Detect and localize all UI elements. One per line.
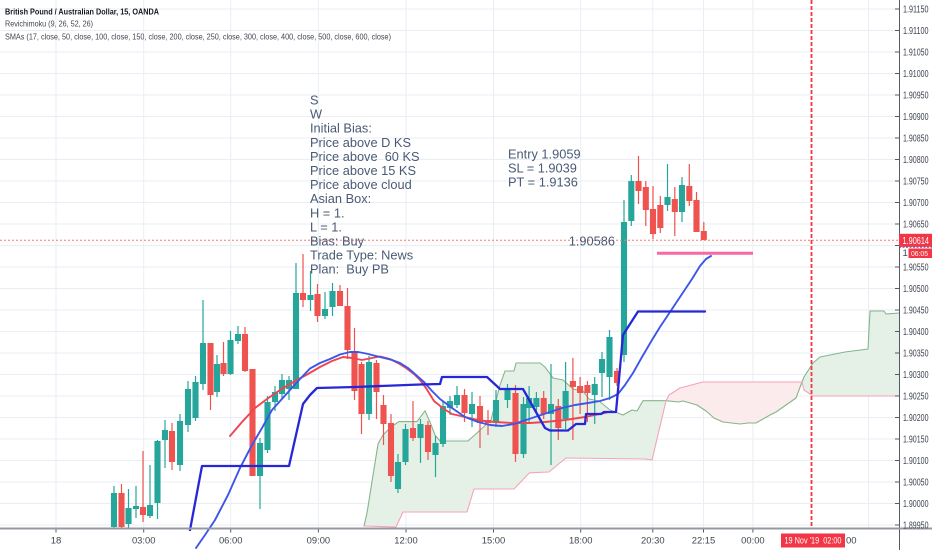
svg-text:00: 00 (846, 536, 857, 547)
svg-text:1.90950: 1.90950 (903, 91, 929, 102)
svg-text:1.90050: 1.90050 (903, 478, 929, 489)
svg-text:1.89950: 1.89950 (903, 521, 929, 532)
svg-text:Price above cloud: Price above cloud (310, 177, 412, 192)
svg-text:1.90650: 1.90650 (903, 220, 929, 231)
svg-text:1.91050: 1.91050 (903, 48, 929, 59)
svg-text:18:00: 18:00 (569, 536, 593, 547)
svg-text:1.90150: 1.90150 (903, 435, 929, 446)
svg-text:22:15: 22:15 (692, 536, 716, 547)
svg-text:18: 18 (51, 536, 62, 547)
svg-text:1.90100: 1.90100 (903, 456, 929, 467)
svg-text:Revichimoku (9, 26, 52, 26): Revichimoku (9, 26, 52, 26) (5, 19, 93, 29)
svg-text:Price above D KS: Price above D KS (310, 135, 411, 150)
svg-text:1.90200: 1.90200 (903, 413, 929, 424)
svg-text:20:30: 20:30 (641, 536, 665, 547)
svg-text:Price above 60 KS: Price above 60 KS (310, 149, 420, 164)
svg-text:1.90250: 1.90250 (903, 392, 929, 403)
svg-text:12:00: 12:00 (394, 536, 418, 547)
svg-text:Bias: Buy: Bias: Buy (310, 234, 365, 249)
svg-text:PT = 1.9136: PT = 1.9136 (508, 175, 578, 190)
svg-text:W: W (310, 107, 323, 122)
svg-text:Price above 15 KS: Price above 15 KS (310, 163, 416, 178)
svg-text:Initial Bias:: Initial Bias: (310, 121, 372, 136)
svg-text:1.91150: 1.91150 (903, 5, 929, 16)
svg-text:British Pound / Australian Dol: British Pound / Australian Dollar, 15, O… (5, 7, 159, 17)
svg-text:1.90586: 1.90586 (569, 234, 615, 249)
svg-text:1.90550: 1.90550 (903, 263, 929, 274)
svg-text:09:00: 09:00 (307, 536, 331, 547)
svg-text:H = 1.: H = 1. (310, 205, 345, 220)
svg-text:SMAs (17, close, 50, close, 10: SMAs (17, close, 50, close, 100, close, … (5, 32, 391, 42)
svg-text:1.90850: 1.90850 (903, 134, 929, 145)
svg-text:1.90900: 1.90900 (903, 112, 929, 123)
svg-text:Plan: Buy PB: Plan: Buy PB (310, 262, 389, 277)
svg-text:19 Nov '19 02:00: 19 Nov '19 02:00 (785, 536, 842, 546)
svg-text:06:00: 06:00 (219, 536, 243, 547)
svg-text:S: S (310, 93, 319, 108)
svg-text:Trade Type: News: Trade Type: News (310, 248, 413, 263)
svg-text:1.90750: 1.90750 (903, 177, 929, 188)
svg-text:1.90000: 1.90000 (903, 499, 929, 510)
svg-text:00:00: 00:00 (741, 536, 765, 547)
svg-text:1.90700: 1.90700 (903, 198, 929, 209)
svg-text:03:00: 03:00 (132, 536, 156, 547)
svg-text:1.90350: 1.90350 (903, 349, 929, 360)
svg-text:1.90400: 1.90400 (903, 327, 929, 338)
svg-text:1.91000: 1.91000 (903, 69, 929, 80)
svg-text:1.90500: 1.90500 (903, 284, 929, 295)
svg-text:1.90800: 1.90800 (903, 155, 929, 166)
svg-text:Asian Box:: Asian Box: (310, 191, 371, 206)
svg-text:1.91100: 1.91100 (903, 26, 929, 37)
svg-text:Entry 1.9059: Entry 1.9059 (508, 147, 581, 162)
svg-text:15:00: 15:00 (482, 536, 506, 547)
svg-text:L = 1.: L = 1. (310, 219, 342, 234)
svg-text:SL = 1.9039: SL = 1.9039 (508, 161, 577, 176)
svg-text:1.90450: 1.90450 (903, 306, 929, 317)
svg-text:1.90614: 1.90614 (903, 236, 930, 247)
svg-text:06:05: 06:05 (911, 249, 928, 258)
svg-text:1.90300: 1.90300 (903, 370, 929, 381)
